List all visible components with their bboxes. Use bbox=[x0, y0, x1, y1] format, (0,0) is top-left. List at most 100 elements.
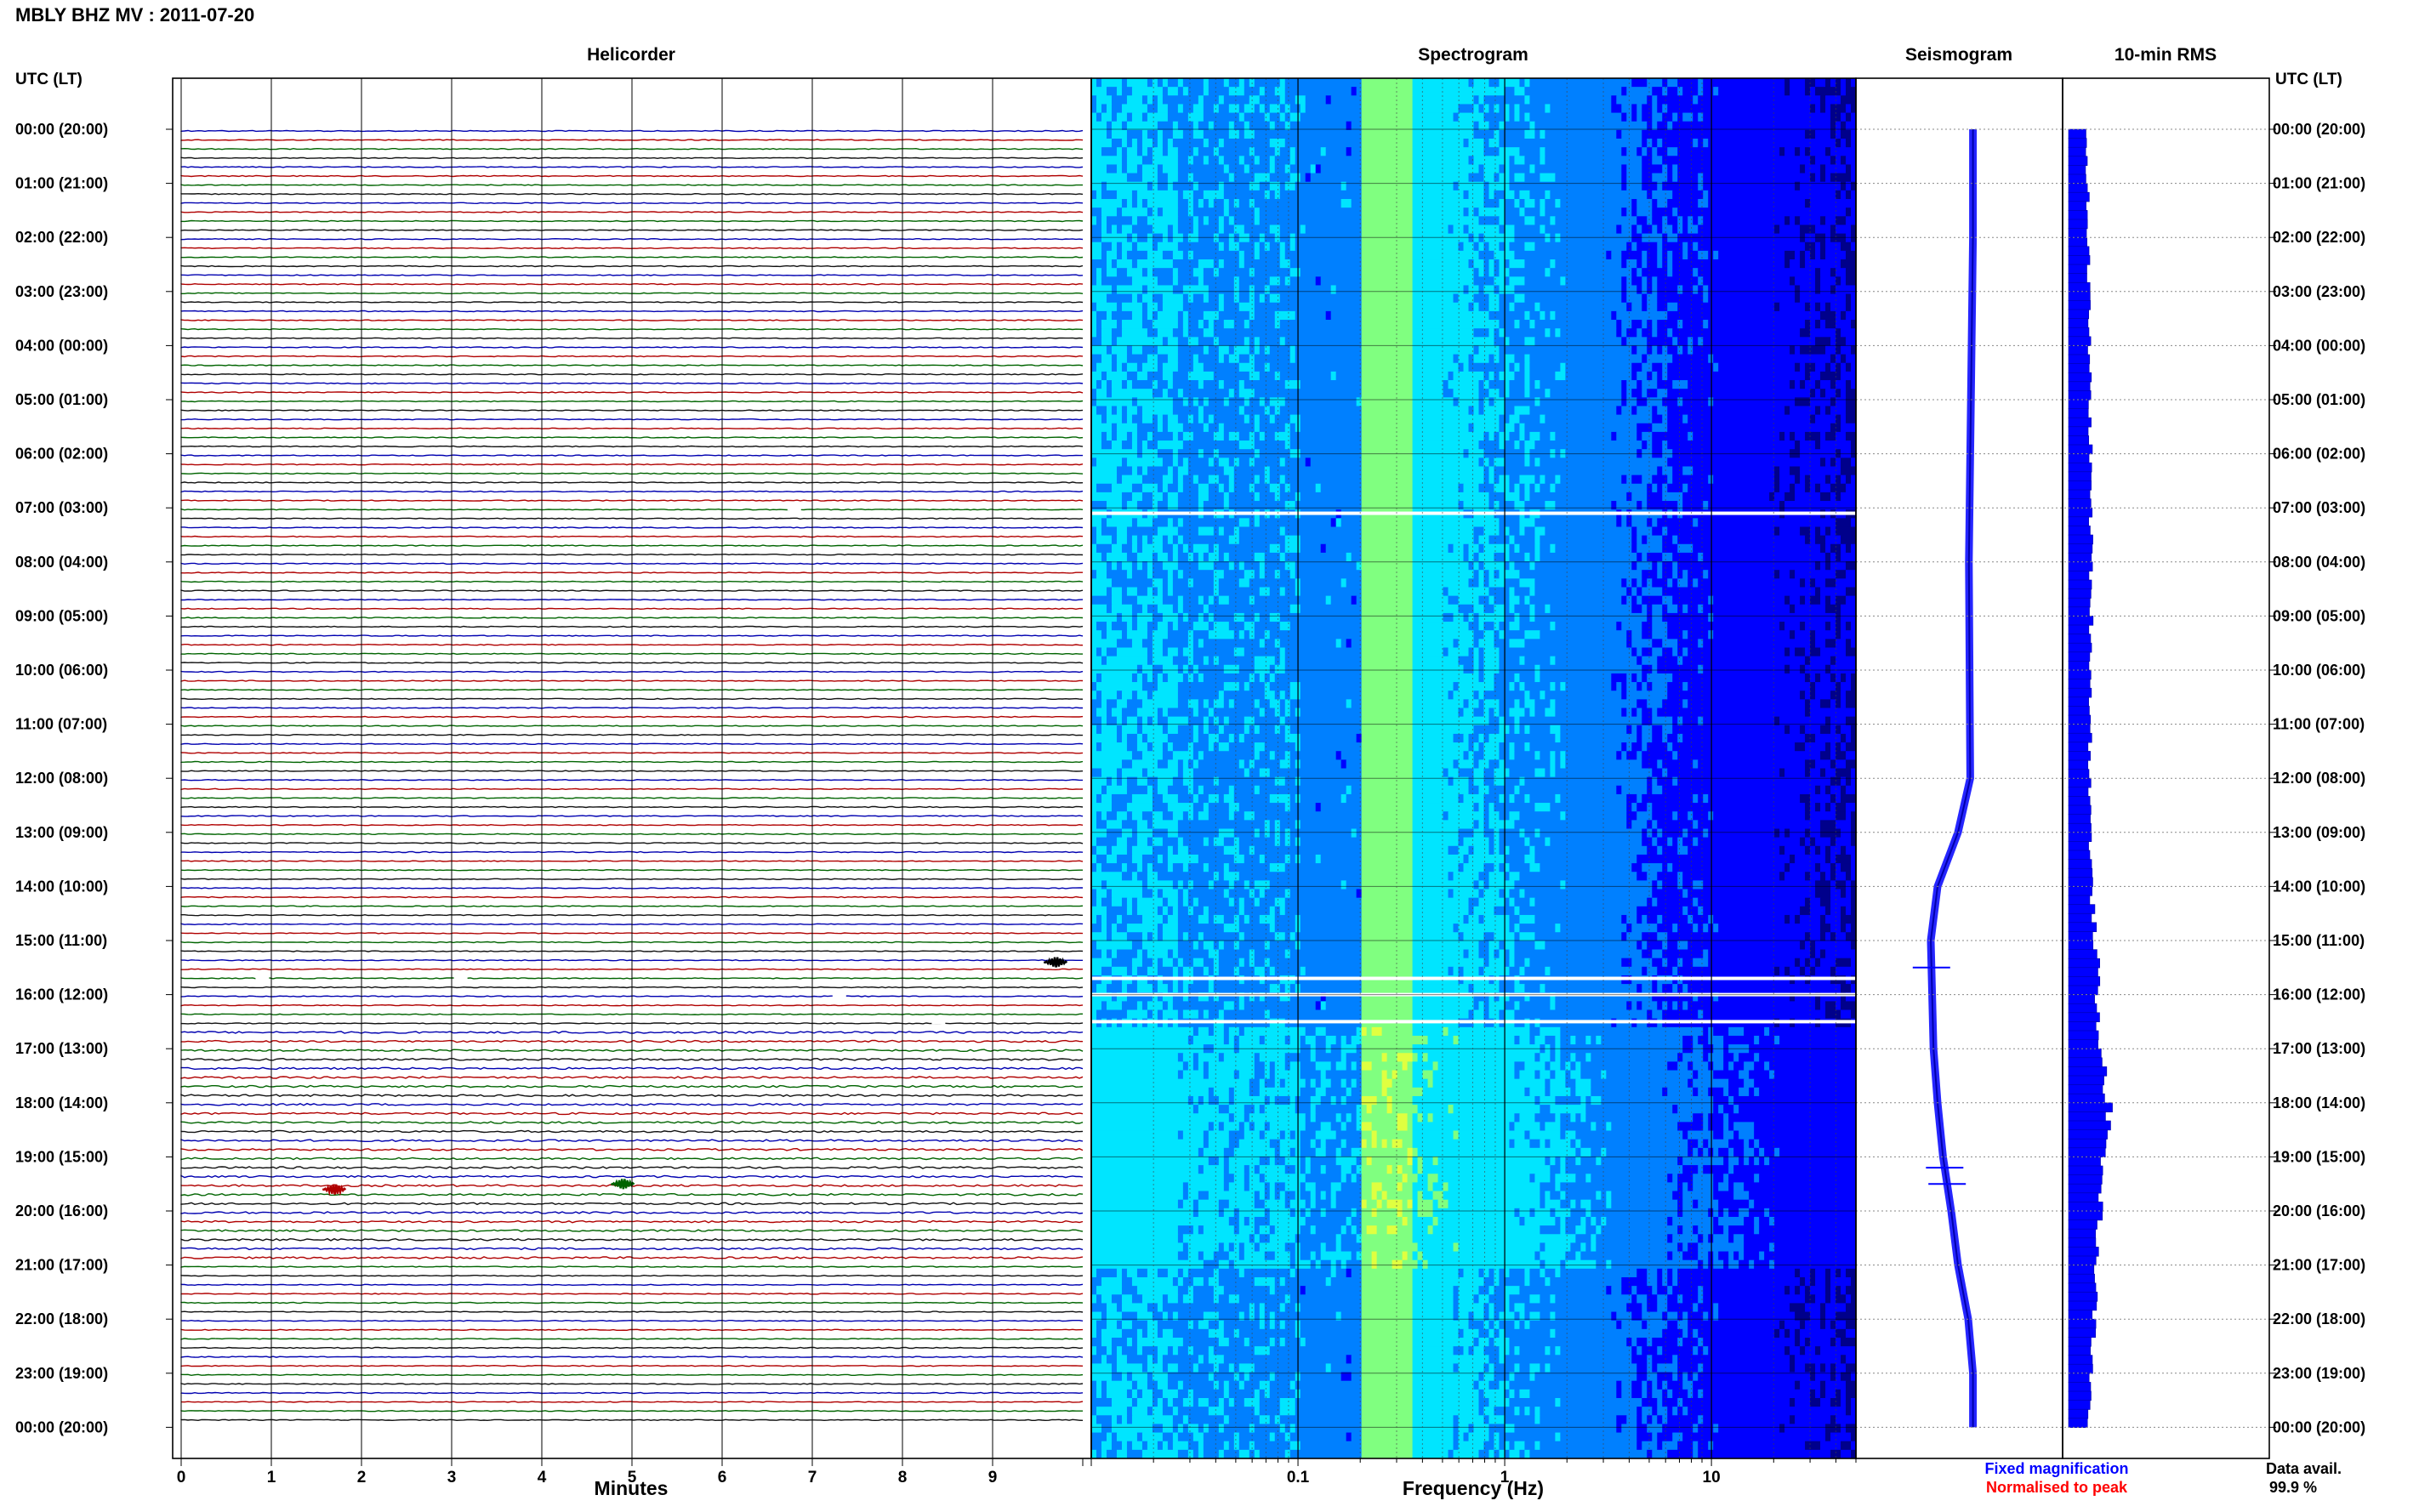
spectrogram-cell bbox=[1172, 984, 1179, 993]
spectrogram-cell bbox=[1509, 889, 1521, 899]
spectrogram-cell bbox=[1182, 328, 1189, 338]
spectrogram-cell bbox=[1218, 949, 1250, 959]
spectrogram-cell bbox=[1504, 958, 1511, 968]
spectrogram-cell bbox=[1693, 914, 1709, 924]
spectrogram-cell bbox=[1412, 604, 1460, 614]
spectrogram-cell bbox=[1478, 966, 1485, 976]
spectrogram-cell bbox=[1091, 354, 1102, 364]
spectrogram-cell bbox=[1463, 708, 1475, 718]
spectrogram-cell bbox=[1805, 595, 1811, 605]
spectrogram-cell bbox=[1106, 854, 1118, 864]
spectrogram-cell bbox=[1218, 345, 1230, 355]
spectrogram-cell bbox=[1218, 656, 1255, 666]
spectrogram-cell bbox=[1121, 914, 1143, 924]
spectrogram-cell bbox=[1830, 906, 1841, 916]
spectrogram-cell bbox=[1412, 958, 1485, 968]
spectrogram-cell bbox=[1784, 406, 1790, 416]
spectrogram-cell bbox=[1836, 811, 1847, 821]
spectrogram-cell bbox=[1162, 992, 1174, 1002]
spectrogram-cell bbox=[1412, 992, 1475, 1002]
spectrogram-cell bbox=[1182, 320, 1189, 329]
spectrogram-cell bbox=[1249, 914, 1261, 924]
spectrogram-cell bbox=[1182, 966, 1194, 976]
spectrogram-cell bbox=[1647, 441, 1653, 450]
spectrogram-cell bbox=[1091, 932, 1107, 941]
spectrogram-cell bbox=[1682, 716, 1699, 726]
spectrogram-cell bbox=[1478, 691, 1485, 700]
spectrogram-cell bbox=[1244, 854, 1261, 864]
spectrogram-cell bbox=[1300, 112, 1363, 122]
spectrogram-cell bbox=[1677, 872, 1683, 881]
spectrogram-cell bbox=[1458, 863, 1465, 873]
spectrogram-cell bbox=[1626, 276, 1632, 287]
spectrogram-cell bbox=[1524, 630, 1541, 639]
spectrogram-cell bbox=[1514, 354, 1526, 364]
spectrogram-cell bbox=[1846, 992, 1856, 1002]
spectrogram-cell bbox=[1412, 793, 1460, 804]
spectrogram-cell bbox=[1800, 181, 1841, 191]
spectrogram-cell bbox=[1152, 828, 1169, 838]
spectrogram-cell bbox=[1642, 751, 1673, 760]
spectrogram-cell bbox=[1545, 225, 1617, 235]
spectrogram-cell bbox=[1162, 578, 1169, 588]
spectrogram-cell bbox=[1141, 441, 1148, 450]
spectrogram-cell bbox=[1524, 828, 1536, 838]
spectrogram-cell bbox=[1790, 992, 1796, 1002]
spectrogram-cell bbox=[1152, 716, 1158, 726]
spectrogram-cell bbox=[1233, 941, 1240, 951]
spectrogram-cell bbox=[1483, 380, 1490, 389]
spectrogram-cell bbox=[1152, 233, 1164, 243]
spectrogram-cell bbox=[1141, 173, 1158, 183]
spectrogram-cell bbox=[1815, 156, 1831, 166]
spectrogram-cell bbox=[1361, 604, 1414, 614]
spectrogram-cell bbox=[1555, 1070, 1566, 1080]
spectrogram-cell bbox=[1688, 345, 1693, 355]
spectrogram-cell bbox=[1361, 441, 1414, 450]
spectrogram-cell bbox=[1116, 190, 1133, 200]
spectrogram-cell bbox=[1203, 190, 1225, 200]
spectrogram-cell bbox=[1820, 458, 1826, 468]
spectrogram-cell bbox=[1279, 104, 1286, 114]
spectrogram-cell bbox=[1233, 1070, 1240, 1080]
spectrogram-cell bbox=[1208, 87, 1230, 96]
spectrogram-cell bbox=[1315, 1035, 1327, 1045]
spectrogram-cell bbox=[1106, 104, 1113, 114]
spectrogram-cell bbox=[1361, 1078, 1383, 1089]
spectrogram-cell bbox=[1091, 699, 1102, 709]
spectrogram-cell bbox=[1361, 526, 1414, 537]
spectrogram-cell bbox=[1657, 483, 1663, 493]
spectrogram-cell bbox=[1519, 612, 1531, 622]
spectrogram-cell bbox=[1652, 708, 1658, 718]
spectrogram-cell bbox=[1524, 656, 1551, 666]
spectrogram-cell bbox=[1841, 889, 1847, 899]
spectrogram-cell bbox=[1836, 863, 1841, 873]
spectrogram-cell bbox=[1172, 543, 1179, 554]
spectrogram-cell bbox=[1203, 199, 1210, 208]
spectrogram-cell bbox=[1672, 751, 1678, 760]
spectrogram-cell bbox=[1300, 104, 1306, 114]
spectrogram-cell bbox=[1631, 268, 1637, 277]
spectrogram-cell bbox=[1192, 121, 1199, 131]
spectrogram-cell bbox=[1519, 526, 1526, 537]
spectrogram-cell bbox=[1647, 914, 1658, 924]
spectrogram-cell bbox=[1126, 458, 1164, 468]
spectrogram-cell bbox=[1672, 337, 1678, 347]
spectrogram-cell bbox=[1167, 863, 1174, 873]
spectrogram-cell bbox=[1187, 984, 1210, 993]
spectrogram-cell bbox=[1208, 423, 1220, 433]
spectrogram-cell bbox=[1815, 441, 1821, 450]
spectrogram-cell bbox=[1504, 604, 1511, 614]
spectrogram-cell bbox=[1361, 483, 1414, 493]
spectrogram-cell bbox=[1238, 104, 1245, 114]
spectrogram-cell bbox=[1509, 414, 1521, 424]
spectrogram-cell bbox=[1218, 268, 1250, 277]
spectrogram-cell bbox=[1652, 578, 1668, 588]
spectrogram-cell bbox=[1284, 250, 1363, 260]
spectrogram-cell bbox=[1820, 751, 1831, 760]
spectrogram-cell bbox=[1478, 673, 1485, 683]
spectrogram-cell bbox=[1198, 380, 1204, 389]
spectrogram-cell bbox=[1478, 897, 1505, 907]
spectrogram-cell bbox=[1621, 173, 1627, 183]
spectrogram-cell bbox=[1836, 458, 1841, 468]
spectrogram-cell bbox=[1698, 337, 1704, 347]
